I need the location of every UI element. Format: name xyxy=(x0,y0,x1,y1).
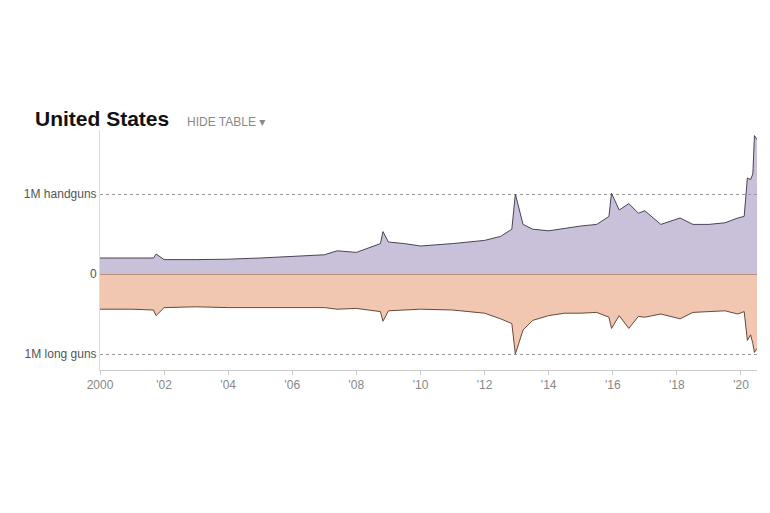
svg-text:United States: United States xyxy=(35,107,169,130)
svg-text:'06: '06 xyxy=(284,378,300,392)
svg-text:'12: '12 xyxy=(477,378,493,392)
svg-text:'04: '04 xyxy=(220,378,236,392)
svg-text:'08: '08 xyxy=(349,378,365,392)
svg-text:'16: '16 xyxy=(605,378,621,392)
svg-text:1M handguns: 1M handguns xyxy=(24,187,97,201)
svg-text:1M long guns: 1M long guns xyxy=(25,347,97,361)
svg-text:'02: '02 xyxy=(156,378,172,392)
svg-text:0: 0 xyxy=(90,267,97,281)
svg-text:2000: 2000 xyxy=(87,378,114,392)
svg-text:'20: '20 xyxy=(733,378,749,392)
svg-text:'18: '18 xyxy=(669,378,685,392)
svg-text:'10: '10 xyxy=(413,378,429,392)
svg-text:'14: '14 xyxy=(541,378,557,392)
svg-text:HIDE TABLE ▾: HIDE TABLE ▾ xyxy=(187,115,265,129)
